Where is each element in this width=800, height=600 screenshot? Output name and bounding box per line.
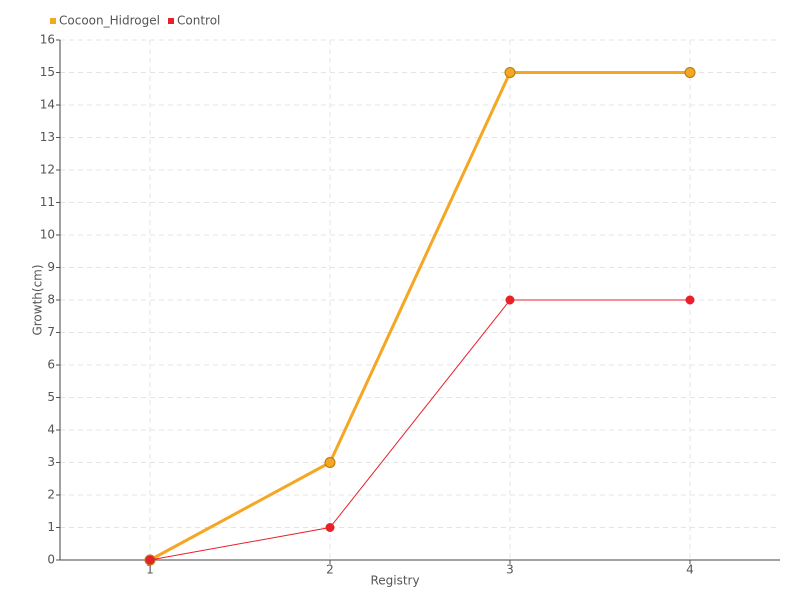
y-tick-label: 11 — [40, 195, 55, 209]
y-tick-label: 1 — [47, 520, 55, 534]
point — [504, 67, 516, 78]
y-tick-label: 5 — [47, 390, 55, 404]
y-tick-label: 15 — [40, 65, 55, 79]
x-tick-label: 1 — [146, 563, 154, 577]
y-tick-label: 10 — [40, 228, 55, 242]
y-tick-label: 16 — [40, 33, 55, 47]
y-tick-label: 12 — [40, 163, 55, 177]
series-line — [149, 299, 690, 561]
y-tick-label: 0 — [47, 553, 55, 567]
x-tick-label: 4 — [686, 563, 694, 577]
y-tick-label: 13 — [40, 130, 55, 144]
point — [325, 523, 335, 532]
y-tick-label: 4 — [47, 423, 55, 437]
legend-label: Control — [177, 14, 220, 28]
legend-swatch — [50, 18, 56, 24]
y-tick-label: 8 — [47, 293, 55, 307]
y-tick-label: 9 — [47, 260, 55, 274]
point — [145, 555, 155, 565]
y-tick-label: 2 — [47, 488, 55, 502]
y-tick-label: 14 — [40, 98, 55, 112]
y-axis-label: Growth(cm) — [31, 264, 45, 335]
x-tick-label: 3 — [506, 563, 514, 577]
point — [324, 457, 336, 468]
point — [685, 295, 695, 305]
series-line — [149, 71, 690, 562]
y-tick-label: 7 — [47, 325, 55, 339]
legend-label: Cocoon_Hidrogel — [59, 14, 160, 28]
x-tick-label: 2 — [326, 563, 334, 577]
point — [505, 295, 515, 305]
legend-swatch — [168, 18, 174, 24]
y-tick-label: 3 — [47, 455, 55, 469]
point — [684, 67, 696, 78]
y-tick-label: 6 — [47, 358, 55, 372]
x-axis-label: Registry — [370, 574, 419, 588]
